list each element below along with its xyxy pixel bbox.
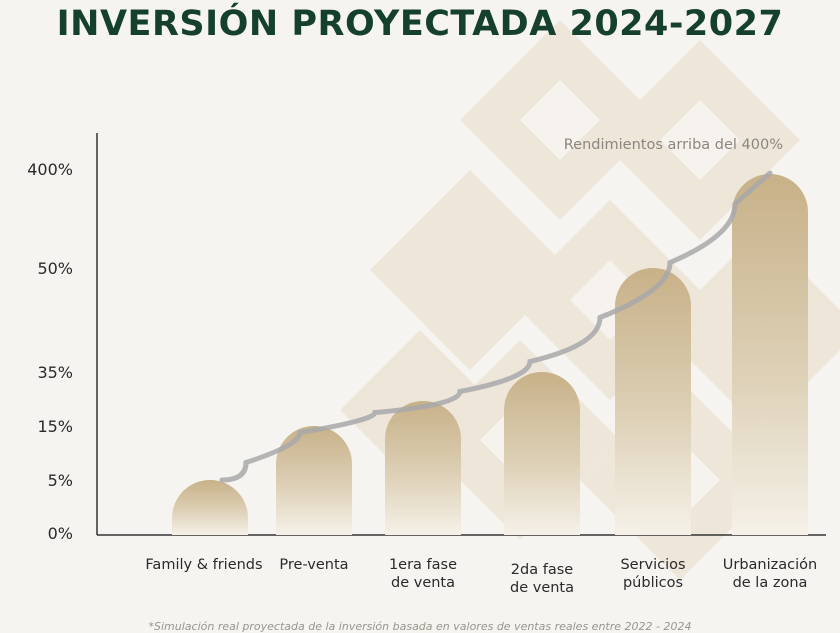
bar bbox=[504, 372, 580, 535]
bar bbox=[385, 401, 461, 535]
y-tick-label: 50% bbox=[37, 259, 73, 278]
x-tick-label: de la zona bbox=[733, 575, 808, 591]
x-tick-label: 2da fase bbox=[511, 562, 573, 578]
x-tick-label: Urbanización bbox=[723, 557, 817, 573]
y-tick-label: 15% bbox=[37, 417, 73, 436]
x-tick-label: Servicios bbox=[620, 557, 685, 573]
x-tick-label: Family & friends bbox=[145, 557, 262, 573]
trend-curve bbox=[219, 170, 773, 483]
y-tick-label: 5% bbox=[48, 471, 73, 490]
bar bbox=[172, 480, 248, 535]
y-tick-label: 0% bbox=[48, 524, 73, 543]
bar bbox=[732, 174, 808, 535]
bar bbox=[615, 268, 691, 535]
footnote: *Simulación real proyectada de la invers… bbox=[148, 620, 692, 633]
x-tick-label: de venta bbox=[510, 580, 574, 596]
chart-title: INVERSIÓN PROYECTADA 2024-2027 bbox=[56, 4, 784, 44]
x-tick-label: públicos bbox=[623, 575, 683, 591]
bar bbox=[276, 426, 352, 535]
x-tick-label: de venta bbox=[391, 575, 455, 591]
y-tick-label: 400% bbox=[27, 160, 73, 179]
chart-annotation: Rendimientos arriba del 400% bbox=[564, 137, 783, 153]
x-tick-label: 1era fase bbox=[389, 557, 457, 573]
y-tick-label: 35% bbox=[37, 363, 73, 382]
x-tick-label: Pre-venta bbox=[279, 557, 348, 573]
